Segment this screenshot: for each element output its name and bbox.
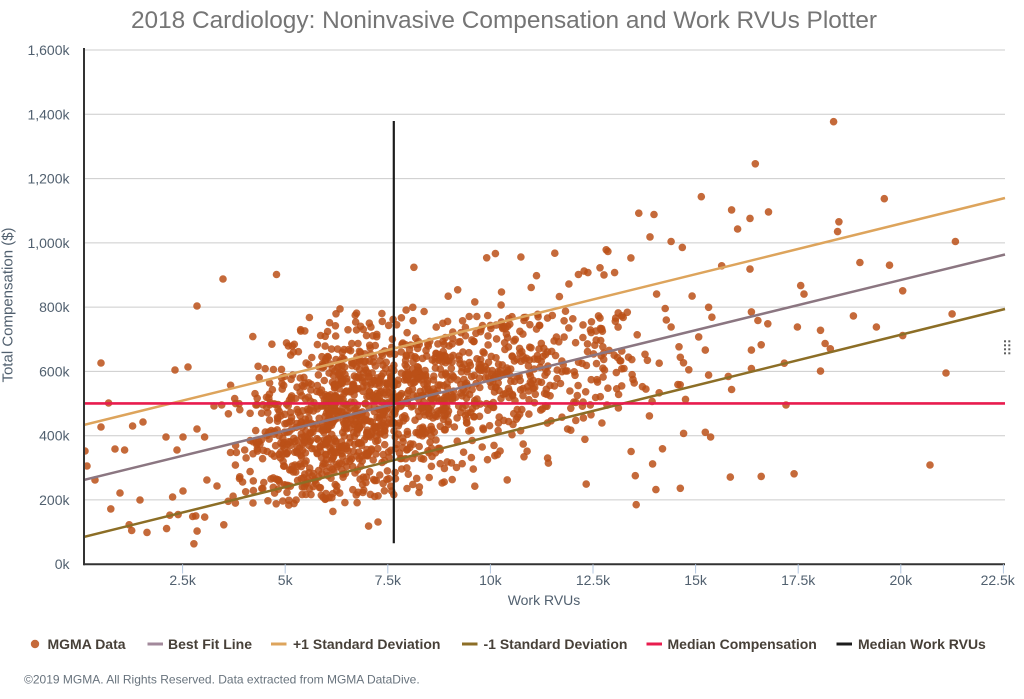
svg-text:22.5k: 22.5k [981, 572, 1016, 588]
svg-text:5k: 5k [278, 572, 294, 588]
svg-text:600k: 600k [39, 363, 70, 379]
svg-text:MGMA Data: MGMA Data [48, 636, 126, 652]
svg-text:Median Work RVUs: Median Work RVUs [858, 636, 986, 652]
svg-text:12.5k: 12.5k [576, 572, 611, 588]
svg-text:Best Fit Line: Best Fit Line [168, 636, 252, 652]
svg-text:17.5k: 17.5k [781, 572, 816, 588]
svg-text:+1 Standard Deviation: +1 Standard Deviation [293, 636, 440, 652]
svg-text:2018 Cardiology: Noninvasive C: 2018 Cardiology: Noninvasive Compensatio… [131, 7, 877, 34]
svg-text:1,000k: 1,000k [27, 235, 70, 251]
svg-text:7.5k: 7.5k [375, 572, 402, 588]
svg-text:400k: 400k [39, 428, 70, 444]
svg-text:0k: 0k [55, 556, 71, 572]
svg-text:1,400k: 1,400k [27, 106, 70, 122]
svg-text:1,600k: 1,600k [27, 42, 70, 58]
svg-text:20k: 20k [890, 572, 914, 588]
svg-text:Total Compensation ($): Total Compensation ($) [0, 227, 17, 382]
svg-text:1,200k: 1,200k [27, 171, 70, 187]
svg-text:800k: 800k [39, 299, 70, 315]
svg-text:2.5k: 2.5k [169, 572, 196, 588]
svg-text:200k: 200k [39, 492, 70, 508]
svg-text:-1 Standard Deviation: -1 Standard Deviation [484, 636, 628, 652]
svg-text:10k: 10k [479, 572, 503, 588]
svg-text:Median Compensation: Median Compensation [668, 636, 817, 652]
svg-text:15k: 15k [684, 572, 708, 588]
svg-text:Work RVUs: Work RVUs [508, 592, 581, 608]
svg-text:©2019 MGMA. All Rights Reserve: ©2019 MGMA. All Rights Reserved. Data ex… [24, 673, 420, 687]
